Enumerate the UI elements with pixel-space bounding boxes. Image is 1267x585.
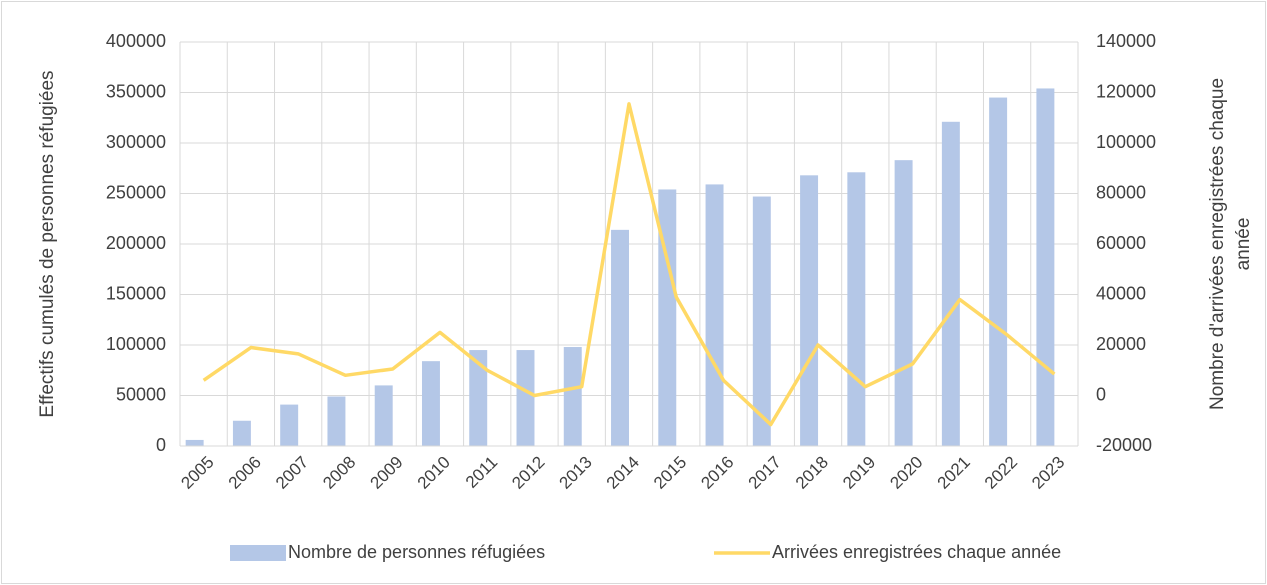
y-tick-label: 100000 bbox=[106, 334, 166, 354]
y2-tick-label: -20000 bbox=[1096, 435, 1152, 455]
line bbox=[202, 102, 1056, 427]
y-tick-label: 350000 bbox=[106, 81, 166, 101]
bar bbox=[421, 361, 440, 446]
bar bbox=[894, 160, 913, 447]
y2-tick-label: 120000 bbox=[1096, 81, 1156, 101]
y-tick-label: 150000 bbox=[106, 283, 166, 303]
legend-swatch bbox=[230, 545, 286, 561]
y-tick-label: 200000 bbox=[106, 233, 166, 253]
bar bbox=[658, 189, 677, 446]
legend-label: Nombre de personnes réfugiées bbox=[288, 542, 545, 562]
bar bbox=[516, 350, 535, 446]
y-tick-label: 0 bbox=[156, 435, 166, 455]
y2-tick-label: 60000 bbox=[1096, 233, 1146, 253]
y-tick-label: 250000 bbox=[106, 182, 166, 202]
y2-tick-label: 140000 bbox=[1096, 31, 1156, 51]
bar bbox=[563, 347, 582, 446]
bar bbox=[705, 184, 724, 446]
y2-tick-label: 20000 bbox=[1096, 334, 1146, 354]
bar bbox=[469, 350, 488, 446]
bar bbox=[941, 121, 960, 446]
y2-tick-label: 0 bbox=[1096, 384, 1106, 404]
bar bbox=[752, 196, 771, 446]
bar bbox=[611, 229, 629, 446]
y2-tick-label: 40000 bbox=[1096, 283, 1146, 303]
y2-axis-label: année bbox=[1233, 218, 1254, 271]
bar bbox=[847, 172, 866, 447]
y-tick-label: 400000 bbox=[106, 31, 166, 51]
y2-axis-label: Nombre d'arrivées enregistrées chaque bbox=[1207, 78, 1228, 410]
y-axis-label: Effectifs cumulés de personnes réfugiées bbox=[37, 70, 58, 417]
legend-label: Arrivées enregistrées chaque année bbox=[772, 542, 1061, 562]
bar bbox=[185, 439, 204, 446]
bar bbox=[800, 175, 819, 446]
bar bbox=[232, 420, 251, 446]
y-tick-label: 50000 bbox=[116, 384, 166, 404]
y2-tick-label: 100000 bbox=[1096, 132, 1156, 152]
bar bbox=[327, 396, 346, 446]
y2-tick-label: 80000 bbox=[1096, 182, 1146, 202]
bar bbox=[1036, 88, 1055, 447]
bar bbox=[989, 97, 1008, 447]
y-tick-label: 300000 bbox=[106, 132, 166, 152]
bar bbox=[374, 385, 393, 446]
bar bbox=[280, 404, 299, 446]
